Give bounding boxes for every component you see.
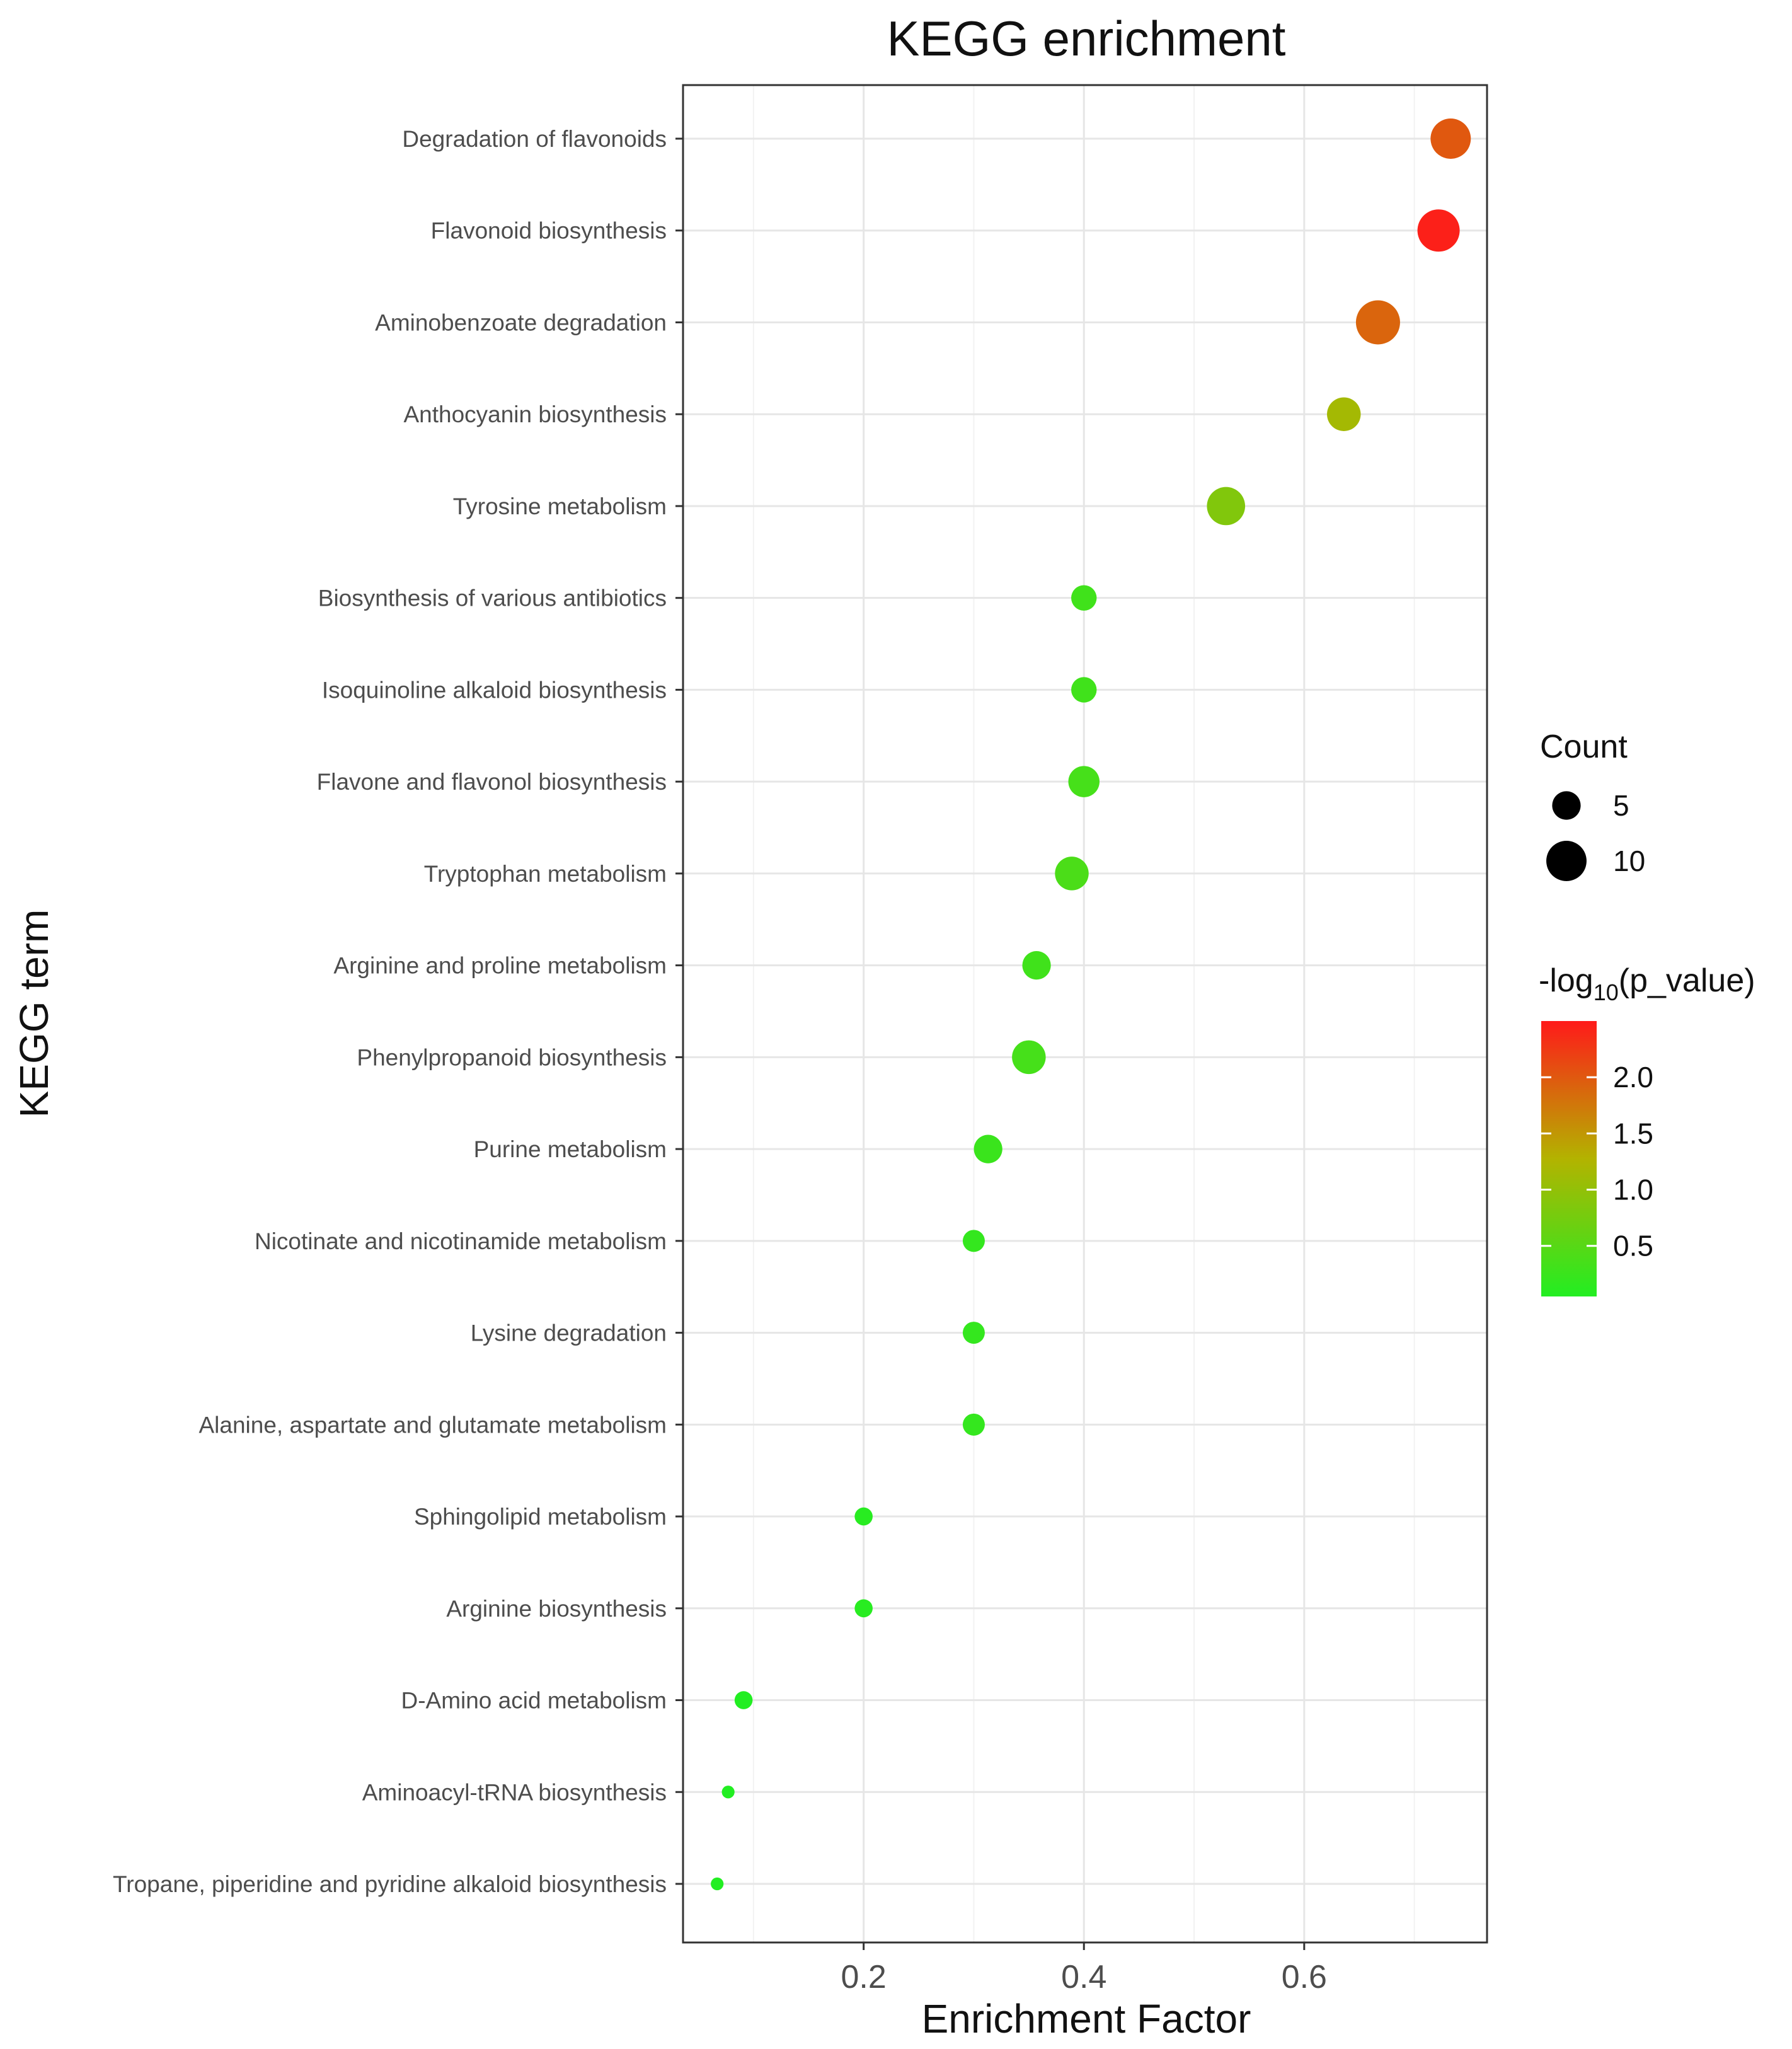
y-tick-label: Isoquinoline alkaloid biosynthesis	[322, 677, 667, 703]
color-legend-title-suffix: (p_value)	[1619, 962, 1755, 999]
y-tick-label: Aminoacyl-tRNA biosynthesis	[362, 1779, 667, 1805]
x-tick-label: 0.2	[841, 1959, 887, 1995]
data-point	[854, 1599, 873, 1618]
data-point	[1430, 118, 1471, 159]
y-tick-label: Arginine and proline metabolism	[333, 953, 667, 979]
data-point	[1055, 857, 1089, 891]
colorbar-tick-label: 1.0	[1613, 1174, 1653, 1206]
color-legend-title: -log10(p_value)	[1539, 962, 1755, 1005]
y-tick-label: Sphingolipid metabolism	[414, 1504, 667, 1530]
chart-title: KEGG enrichment	[887, 11, 1286, 66]
size-legend-label: 10	[1613, 845, 1645, 877]
size-legend-key	[1546, 841, 1587, 881]
data-point	[854, 1507, 873, 1526]
data-point	[1207, 487, 1246, 526]
y-axis-title: KEGG term	[11, 909, 57, 1118]
data-point	[974, 1134, 1002, 1163]
size-legend-title: Count	[1540, 729, 1628, 765]
y-tick-label: Anthocyanin biosynthesis	[403, 401, 667, 427]
data-point	[1327, 397, 1361, 431]
y-tick-label: Lysine degradation	[471, 1320, 667, 1346]
grid	[683, 85, 1487, 1942]
data-point	[1355, 300, 1400, 345]
data-point	[711, 1877, 724, 1891]
colorbar-tick-label: 2.0	[1613, 1061, 1653, 1094]
data-point	[1071, 677, 1097, 703]
y-tick-label: Aminobenzoate degradation	[375, 309, 667, 335]
size-legend-label: 5	[1613, 789, 1629, 822]
y-axis: Degradation of flavonoids Flavonoid biosy…	[113, 126, 683, 1897]
y-tick-label: Flavonoid biosynthesis	[431, 218, 667, 244]
x-tick-label: 0.4	[1061, 1959, 1106, 1995]
x-tick-label: 0.6	[1282, 1959, 1327, 1995]
y-tick-label: Tropane, piperidine and pyridine alkaloi…	[113, 1871, 667, 1897]
data-point	[721, 1786, 735, 1799]
colorbar-tick-label: 1.5	[1613, 1117, 1653, 1150]
color-legend: -log10(p_value) 2.0 1.5 1.0 0.5	[1539, 962, 1755, 1296]
data-point	[1068, 766, 1100, 797]
colorbar-tick-label: 0.5	[1613, 1230, 1653, 1262]
data-point	[1022, 951, 1051, 980]
data-point	[962, 1322, 985, 1344]
size-legend: Count 5 10	[1540, 729, 1645, 881]
data-point	[1071, 585, 1097, 611]
colorbar	[1541, 1021, 1597, 1296]
data-point	[734, 1691, 753, 1709]
y-tick-label: Purine metabolism	[474, 1136, 667, 1162]
data-point	[962, 1230, 985, 1252]
size-legend-key	[1552, 791, 1581, 820]
y-tick-label: Degradation of flavonoids	[402, 126, 667, 152]
data-point	[1417, 209, 1460, 252]
y-tick-label: D-Amino acid metabolism	[401, 1688, 667, 1714]
color-legend-title-prefix: -log	[1539, 962, 1594, 999]
y-tick-label: Phenylpropanoid biosynthesis	[357, 1044, 667, 1070]
x-axis: 0.2 0.4 0.6	[841, 1942, 1327, 1995]
y-tick-label: Alanine, aspartate and glutamate metabol…	[199, 1412, 667, 1438]
color-legend-title-sub: 10	[1594, 979, 1619, 1005]
data-point	[1012, 1040, 1046, 1075]
y-tick-label: Biosynthesis of various antibiotics	[318, 586, 667, 611]
y-tick-label: Nicotinate and nicotinamide metabolism	[255, 1228, 667, 1254]
data-points	[711, 118, 1471, 1891]
y-tick-label: Arginine biosynthesis	[446, 1596, 667, 1622]
data-point	[962, 1413, 985, 1436]
x-axis-title: Enrichment Factor	[922, 1996, 1251, 2041]
y-tick-label: Tyrosine metabolism	[453, 493, 667, 519]
y-tick-label: Flavone and flavonol biosynthesis	[317, 769, 667, 795]
y-tick-label: Tryptophan metabolism	[424, 861, 667, 887]
plot-panel	[682, 84, 1488, 1944]
